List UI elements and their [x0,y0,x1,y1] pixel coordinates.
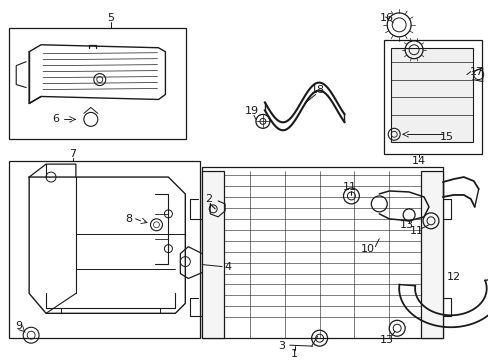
Text: 10: 10 [360,244,374,254]
Text: 12: 12 [446,271,460,282]
Bar [420,171,442,338]
Bar [9,28,186,139]
Bar [384,40,481,154]
Text: 17: 17 [469,67,483,77]
Text: 16: 16 [380,13,393,23]
Text: 7: 7 [69,149,76,159]
Bar [390,48,472,142]
Text: 19: 19 [244,107,259,116]
Text: 5: 5 [107,13,114,23]
Text: 13: 13 [399,220,413,230]
Text: 9: 9 [16,321,23,331]
Text: 6: 6 [52,114,60,124]
Text: 2: 2 [204,194,211,204]
Text: 15: 15 [439,132,453,142]
Bar [202,167,442,338]
Text: 18: 18 [310,85,324,95]
Bar [9,161,200,338]
Text: 1: 1 [291,349,298,359]
Text: 3: 3 [278,341,285,351]
Text: 8: 8 [125,214,132,224]
Bar [202,171,224,338]
Text: 13: 13 [380,335,393,345]
Text: 14: 14 [411,156,425,166]
Text: 4: 4 [224,262,231,271]
Text: 11: 11 [342,182,356,192]
Text: 11: 11 [409,226,423,236]
